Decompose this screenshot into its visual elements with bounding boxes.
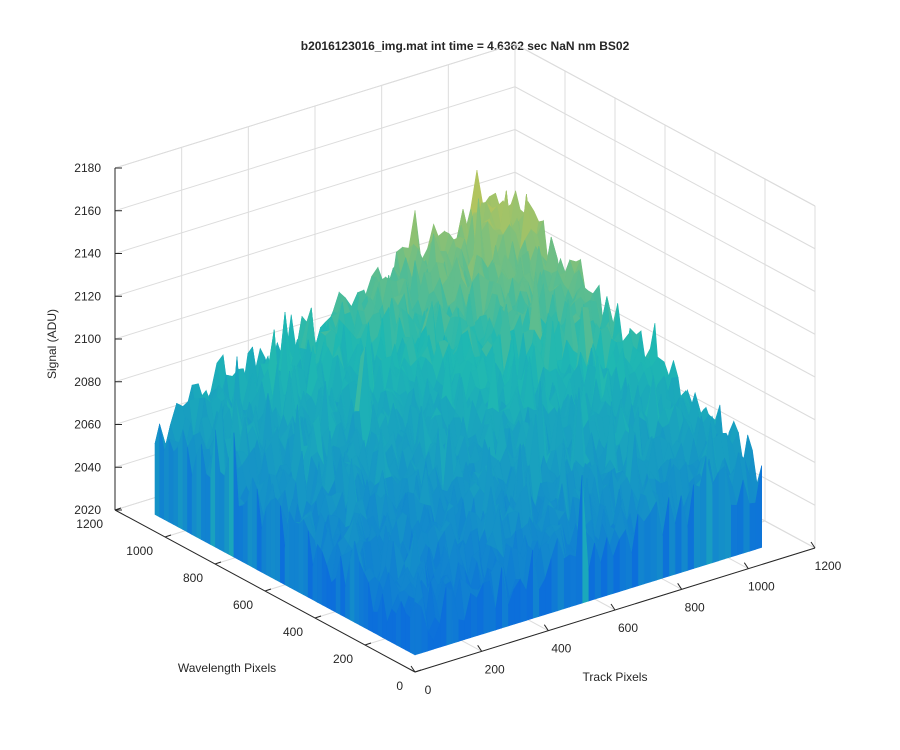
surface-skirt	[303, 519, 309, 598]
surface-skirt	[711, 472, 719, 564]
y-axis-label: Wavelength Pixels	[178, 661, 276, 675]
surface-mesh	[154, 170, 763, 656]
surface-skirt	[168, 438, 174, 525]
grid-line	[114, 129, 516, 254]
surface-skirt	[229, 432, 235, 558]
surface-skirt	[293, 521, 300, 593]
y-tick-label: 0	[396, 679, 403, 693]
x-tick	[810, 541, 816, 549]
surface-skirt	[717, 465, 725, 562]
x-tick	[477, 645, 483, 652]
grid-line	[514, 129, 816, 292]
box-edge	[114, 43, 516, 169]
x-tick-label: 1200	[815, 559, 842, 573]
x-tick	[543, 624, 549, 631]
grid-line	[114, 171, 516, 297]
surface-skirt	[569, 554, 577, 608]
z-axis-label: Signal (ADU)	[45, 309, 59, 379]
surface-skirt	[164, 438, 170, 523]
z-tick-label: 2020	[74, 503, 101, 517]
x-tick-label: 200	[485, 662, 505, 676]
x-tick	[743, 562, 749, 569]
surface-skirt	[331, 577, 337, 613]
surface-skirt	[649, 501, 657, 583]
y-tick-label: 600	[233, 598, 253, 612]
surface-skirt	[298, 519, 304, 596]
y-tick-label: 200	[333, 652, 353, 666]
y-tick	[414, 669, 422, 673]
grid-line	[514, 86, 816, 250]
surface-skirt	[457, 619, 465, 642]
surface-skirt	[205, 473, 211, 546]
x-axis-label: Track Pixels	[583, 670, 648, 684]
surface-skirt	[289, 511, 295, 591]
surface-skirt	[252, 477, 258, 571]
z-tick-label: 2100	[74, 332, 101, 346]
surface-skirt	[643, 512, 651, 585]
surface-skirt	[238, 505, 244, 563]
y-tick	[164, 534, 172, 538]
surface-skirt	[266, 499, 272, 578]
surface-skirt	[275, 497, 281, 583]
z-tick-label: 2140	[74, 247, 101, 261]
box-edge	[514, 43, 816, 207]
grid-line	[514, 171, 816, 335]
surface-skirt	[637, 513, 645, 587]
surface-skirt	[693, 484, 701, 569]
surface-skirt	[414, 601, 422, 656]
surface-skirt	[372, 611, 379, 636]
y-tick-label: 1200	[76, 517, 103, 531]
z-tick-label: 2160	[74, 204, 101, 218]
surface-skirt	[391, 608, 397, 646]
y-tick-label: 1000	[126, 544, 153, 558]
y-tick	[364, 642, 372, 646]
y-tick	[264, 588, 272, 592]
surface-skirt	[748, 502, 756, 552]
surface-skirt	[482, 580, 490, 635]
surface-skirt	[219, 471, 225, 553]
grid-line	[114, 86, 516, 212]
y-tick-label: 800	[183, 571, 203, 585]
z-tick-label: 2080	[74, 375, 101, 389]
surface-skirt	[358, 561, 365, 628]
grid-line	[514, 214, 816, 378]
surface-skirt	[563, 554, 571, 610]
surface-skirt	[270, 497, 277, 581]
x-tick	[610, 603, 616, 611]
surface-skirt	[182, 429, 188, 533]
z-tick-label: 2180	[74, 161, 101, 175]
surface-skirt	[363, 572, 369, 631]
x-tick	[677, 583, 683, 590]
surface-skirt	[317, 543, 323, 606]
x-tick-label: 600	[618, 621, 638, 635]
x-tick-label: 800	[685, 600, 705, 614]
x-tick-label: 400	[551, 642, 571, 656]
z-tick-label: 2040	[74, 460, 101, 474]
z-tick-label: 2060	[74, 418, 101, 432]
y-tick	[214, 561, 222, 565]
y-tick-label: 400	[283, 625, 303, 639]
surface-skirt	[154, 424, 160, 518]
surface-skirt	[470, 592, 478, 639]
chart-title: b2016123016_img.mat int time = 4.6362 se…	[301, 39, 630, 53]
axes: 0 200 400 600 800 1000 1200 0 200 400 600 800 1000 12…	[74, 161, 841, 697]
surface-skirt	[173, 446, 179, 528]
surface-skirt	[618, 528, 626, 593]
surface-skirt	[196, 444, 202, 541]
surface-skirt	[405, 612, 411, 653]
surface-skirt	[730, 504, 738, 558]
z-tick-label: 2120	[74, 289, 101, 303]
x-tick-label: 0	[425, 683, 432, 697]
surface-skirt	[445, 586, 453, 646]
x-tick-label: 1000	[748, 580, 775, 594]
surface-skirt	[242, 498, 249, 566]
y-tick	[314, 615, 322, 619]
surface-skirt	[177, 429, 184, 530]
x-tick	[410, 665, 416, 673]
